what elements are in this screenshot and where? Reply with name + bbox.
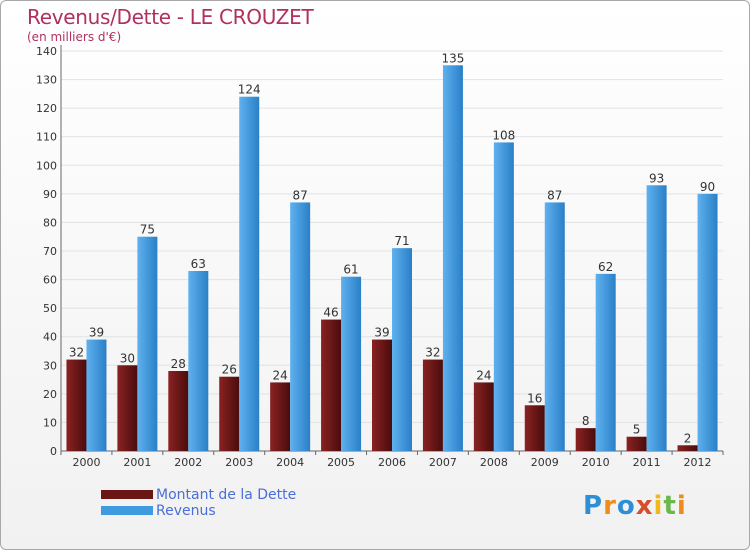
proxiti-logo: Proxiti (583, 491, 687, 521)
x-tick-label: 2003 (225, 456, 253, 469)
bar-revenus (86, 339, 107, 451)
bar-dette (66, 359, 87, 451)
x-tick-label: 2007 (429, 456, 457, 469)
data-label-dette: 16 (527, 391, 542, 405)
data-label-revenus: 124 (238, 83, 261, 97)
data-label-revenus: 87 (547, 188, 562, 202)
data-label-revenus: 93 (649, 171, 664, 185)
chart-subtitle: (en milliers d'€) (27, 30, 122, 44)
x-tick-label: 2001 (123, 456, 151, 469)
bar-revenus (595, 273, 616, 451)
bar-revenus (493, 142, 514, 451)
bar-dette (473, 382, 494, 451)
legend-swatch-dette (101, 490, 153, 499)
data-label-dette: 32 (69, 346, 84, 360)
x-tick-label: 2005 (327, 456, 355, 469)
x-tick-label: 2010 (582, 456, 610, 469)
bar-dette (270, 382, 291, 451)
data-label-revenus: 39 (89, 326, 104, 340)
bar-revenus (290, 202, 311, 451)
y-tick-label: 140 (36, 45, 57, 58)
data-label-dette: 30 (120, 351, 135, 365)
y-tick-label: 120 (36, 102, 57, 115)
bar-revenus (392, 248, 412, 451)
data-label-dette: 32 (425, 346, 440, 360)
data-label-dette: 28 (171, 357, 186, 371)
data-label-revenus: 135 (441, 51, 464, 65)
x-tick-label: 2008 (480, 456, 508, 469)
bar-revenus (544, 202, 565, 451)
y-tick-label: 90 (43, 188, 57, 201)
bar-dette (321, 319, 342, 451)
bar-revenus (239, 96, 260, 451)
y-tick-label: 20 (43, 388, 57, 401)
bar-revenus (341, 276, 362, 451)
bar-dette (626, 436, 647, 451)
chart-title: Revenus/Dette - LE CROUZET (27, 5, 314, 29)
x-tick-label: 2002 (174, 456, 202, 469)
bar-dette (372, 339, 392, 451)
data-label-revenus: 87 (293, 188, 308, 202)
legend-label-revenus: Revenus (156, 503, 216, 519)
bar-dette (677, 445, 698, 451)
y-tick-label: 30 (43, 359, 57, 372)
data-label-revenus: 63 (191, 257, 206, 271)
data-label-revenus: 75 (140, 223, 155, 237)
bar-dette (168, 371, 189, 451)
data-label-dette: 39 (374, 326, 389, 340)
legend-swatch-revenus (101, 506, 153, 515)
y-tick-label: 50 (43, 302, 57, 315)
bar-dette (575, 428, 596, 451)
bar-revenus (188, 271, 209, 451)
data-label-revenus: 61 (343, 263, 358, 277)
y-tick-label: 130 (36, 74, 57, 87)
data-label-revenus: 62 (598, 260, 613, 274)
data-label-revenus: 108 (492, 128, 515, 142)
y-tick-label: 70 (43, 245, 57, 258)
x-tick-label: 2009 (531, 456, 559, 469)
x-tick-label: 2012 (684, 456, 712, 469)
y-tick-label: 110 (36, 131, 57, 144)
data-label-revenus: 90 (700, 180, 715, 194)
data-label-dette: 26 (222, 363, 237, 377)
data-label-dette: 24 (273, 368, 288, 382)
x-tick-label: 2004 (276, 456, 304, 469)
x-tick-label: 2006 (378, 456, 406, 469)
bar-revenus (646, 185, 667, 452)
y-tick-label: 40 (43, 331, 57, 344)
data-label-dette: 8 (582, 414, 590, 428)
bar-revenus (137, 236, 158, 451)
bar-dette (422, 359, 443, 451)
x-tick-label: 2000 (72, 456, 100, 469)
bar-dette (524, 405, 545, 451)
data-label-dette: 24 (476, 368, 491, 382)
bar-revenus (442, 65, 463, 452)
legend-label-dette: Montant de la Dette (156, 487, 297, 503)
data-label-dette: 5 (633, 423, 641, 437)
y-tick-label: 0 (50, 445, 57, 458)
data-label-dette: 2 (684, 431, 692, 445)
bar-revenus (697, 193, 718, 451)
data-label-revenus: 71 (394, 234, 409, 248)
y-tick-label: 80 (43, 216, 57, 229)
y-tick-label: 60 (43, 274, 57, 287)
y-tick-label: 10 (43, 416, 57, 429)
data-label-dette: 46 (323, 306, 338, 320)
y-tick-label: 100 (36, 159, 57, 172)
x-tick-label: 2011 (633, 456, 661, 469)
bar-dette (219, 376, 240, 451)
bar-dette (117, 365, 138, 451)
